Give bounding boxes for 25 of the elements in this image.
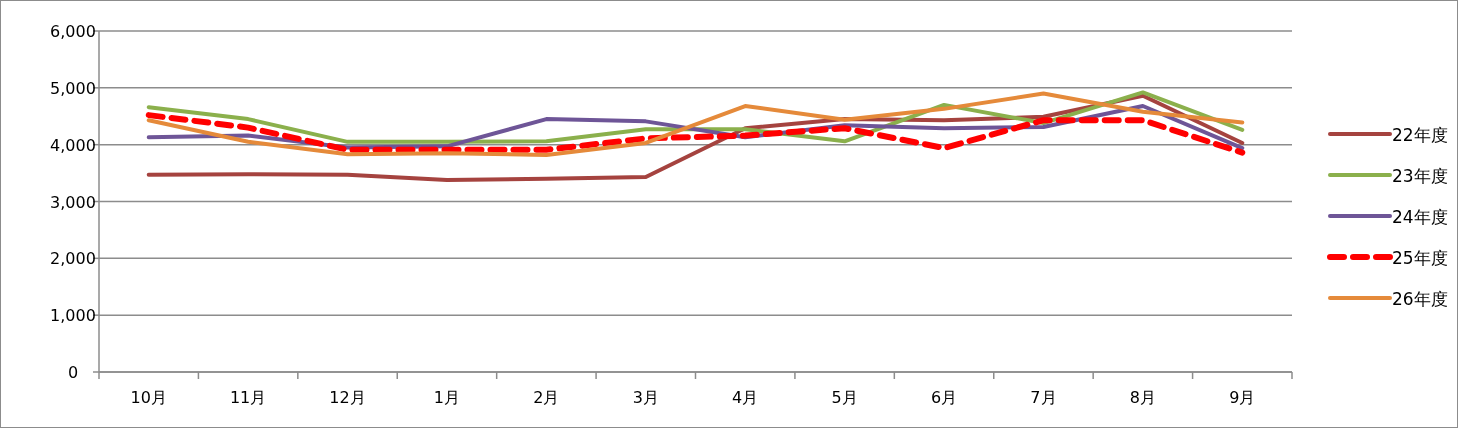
x-tick-label: 6月 [930,388,958,407]
x-tick-label: 8月 [1129,388,1156,407]
x-tick-label: 11月 [229,388,267,407]
x-tick-label: 9月 [1229,388,1256,407]
y-tick-label: 3,000 [50,192,96,212]
y-tick-label: 5,000 [50,78,96,98]
x-tick-label: 3月 [632,388,659,407]
y-tick-label: 1,000 [50,306,96,326]
x-tick-label: 7月 [1030,388,1057,407]
x-tick-label: 12月 [329,388,366,407]
x-tick-label: 10月 [130,388,167,407]
y-tick-label: 4,000 [50,135,96,155]
line-series [146,91,1245,157]
y-tick-label: 2,000 [50,249,96,269]
legend-label: 25年度 [1392,248,1448,268]
legend-label: 22年度 [1392,125,1448,145]
legend-label: 23年度 [1392,166,1448,186]
legend-label: 24年度 [1392,207,1448,227]
x-tick-label: 5月 [831,388,858,407]
x-tick-label: 2月 [533,388,560,407]
y-tick-label: 0 [67,363,79,382]
y-tick-label: 6,000 [50,22,96,41]
legend-label: 26年度 [1392,289,1448,309]
x-tick-label: 4月 [732,388,759,407]
x-tick-label: 1月 [433,388,461,407]
